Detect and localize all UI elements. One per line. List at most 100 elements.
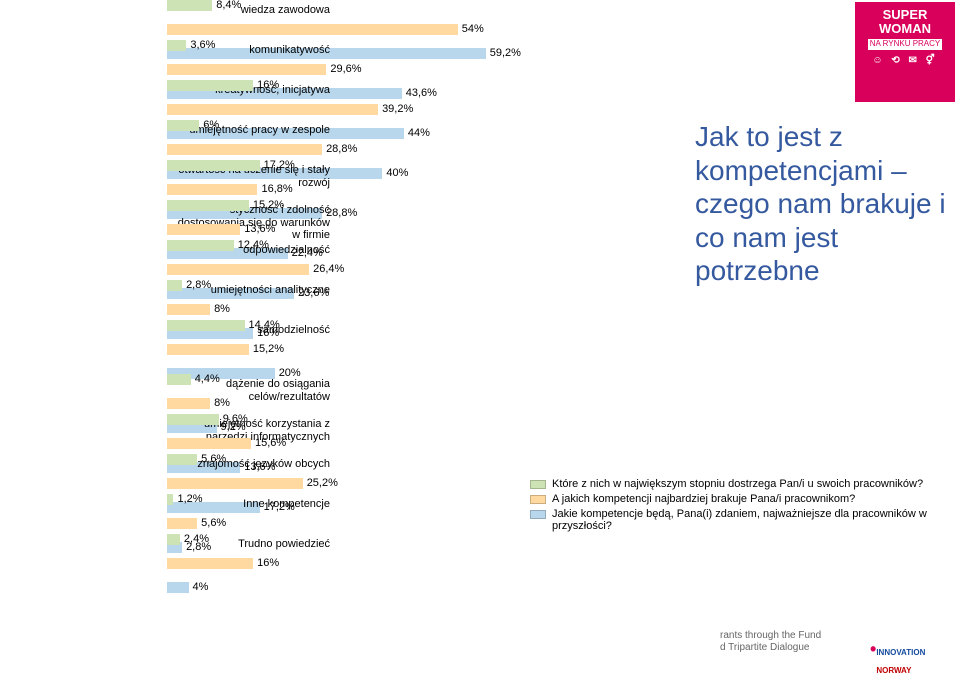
bar-value-label: 15,6% xyxy=(255,437,286,449)
legend-row: A jakich kompetencji najbardziej brakuje… xyxy=(530,493,950,505)
legend-text: Które z nich w największym stopniu dostr… xyxy=(552,478,923,490)
bar xyxy=(167,24,458,35)
bar xyxy=(167,304,210,315)
category-group: dążenie do osiągania celów/rezultatów4,4… xyxy=(167,374,520,410)
bar xyxy=(167,224,240,235)
superwoman-logo: SUPER WOMAN NA RYNKU PRACY ☺ ⟲ ✉ ⚥ xyxy=(855,2,955,102)
bar-row: 28,8% xyxy=(167,144,520,155)
bar-value-label: 8,4% xyxy=(216,0,241,11)
bar-row: 6% xyxy=(167,120,520,131)
category-group: otwartość na uczenie się i stały rozwój1… xyxy=(167,160,520,196)
bar xyxy=(167,344,249,355)
bar-row: 5,6% xyxy=(167,454,520,465)
bar-row: 14,4% xyxy=(167,320,520,331)
bar xyxy=(167,558,253,569)
bar xyxy=(167,64,326,75)
bar-value-label: 1,2% xyxy=(177,493,202,505)
bar xyxy=(167,280,182,291)
bar-value-label: 12,4% xyxy=(238,239,269,251)
bar xyxy=(167,80,253,91)
bar xyxy=(167,120,199,131)
bar-value-label: 29,6% xyxy=(330,63,361,75)
category-group: samodzielność14,4%15,2%20% xyxy=(167,320,520,356)
bar-row: 2,8% xyxy=(167,280,520,291)
category-group: kreatywność, inicjatywa16%39,2%44% xyxy=(167,80,520,116)
category-group: umiejętność pracy w zespole6%28,8%40% xyxy=(167,120,520,156)
bar-value-label: 54% xyxy=(462,23,484,35)
bar-row: 4,4% xyxy=(167,374,520,385)
bar-row: 15,6% xyxy=(167,438,520,449)
bar xyxy=(167,454,197,465)
bar-value-label: 16% xyxy=(257,557,279,569)
bar xyxy=(167,398,210,409)
innovation-norway-logo: •INNOVATION •NORWAY xyxy=(870,640,925,676)
legend-text: Jakie kompetencje będą, Pana(i) zdaniem,… xyxy=(552,508,950,532)
category-group: umiejętności analityczne2,8%8%16% xyxy=(167,280,520,316)
bar-value-label: 17,2% xyxy=(264,159,295,171)
bar xyxy=(167,320,245,331)
bar-row: 26,4% xyxy=(167,264,520,275)
bar-row: 16% xyxy=(167,558,520,569)
category-group: Inne kompetencje1,2%5,6%2,8% xyxy=(167,494,520,530)
bar-value-label: 9,6% xyxy=(223,413,248,425)
bar-row: 8% xyxy=(167,398,520,409)
legend-swatch xyxy=(530,480,546,489)
logo-line1: SUPER xyxy=(859,8,951,22)
bar-row: 16,8% xyxy=(167,184,520,195)
bar-row: 8,4% xyxy=(167,0,520,11)
bar-value-label: 5,6% xyxy=(201,453,226,465)
bar-row: 8% xyxy=(167,304,520,315)
bar-row: 16% xyxy=(167,80,520,91)
bar-value-label: 2,8% xyxy=(186,279,211,291)
bar xyxy=(167,582,189,593)
bar-value-label: 15,2% xyxy=(253,199,284,211)
category-group: komunikatywość3,6%29,6%43,6% xyxy=(167,40,520,76)
bar-row: 3,6% xyxy=(167,40,520,51)
chart-title: Jak to jest z kompetencjami –czego nam b… xyxy=(695,120,955,288)
bar xyxy=(167,240,234,251)
bar-row: 13,6% xyxy=(167,224,520,235)
category-group: Trudno powiedzieć2,4%16%4% xyxy=(167,534,520,570)
bar-value-label: 8% xyxy=(214,303,230,315)
logo-sub: NA RYNKU PRACY xyxy=(868,39,943,49)
bar-value-label: 3,6% xyxy=(190,39,215,51)
bar-row: 17,2% xyxy=(167,160,520,171)
category-group: odpowiedzialność12,4%26,4%23,6% xyxy=(167,240,520,276)
bar xyxy=(167,478,303,489)
bar-value-label: 25,2% xyxy=(307,477,338,489)
bar-row: 15,2% xyxy=(167,200,520,211)
legend-swatch xyxy=(530,495,546,504)
bar xyxy=(167,104,378,115)
bar xyxy=(167,438,251,449)
logo-in-t1: INNOVATION xyxy=(876,648,925,657)
bar-value-label: 14,4% xyxy=(249,319,280,331)
bar-value-label: 8% xyxy=(214,397,230,409)
bar-value-label: 4% xyxy=(193,581,209,593)
category-group: wiedza zawodowa8,4%54%59,2% xyxy=(167,0,520,36)
bar xyxy=(167,374,191,385)
bar xyxy=(167,144,322,155)
bar-value-label: 13,6% xyxy=(244,223,275,235)
bar-row: 39,2% xyxy=(167,104,520,115)
legend-text: A jakich kompetencji najbardziej brakuje… xyxy=(552,493,855,505)
bar xyxy=(167,534,180,545)
chart-legend: Które z nich w największym stopniu dostr… xyxy=(530,478,950,535)
bar-value-label: 39,2% xyxy=(382,103,413,115)
bar-value-label: 26,4% xyxy=(313,263,344,275)
category-group: umiejętność korzystania z narzędzi infor… xyxy=(167,414,520,450)
bar-row: 2,4% xyxy=(167,534,520,545)
legend-row: Jakie kompetencje będą, Pana(i) zdaniem,… xyxy=(530,508,950,532)
bar-row: 4% xyxy=(167,582,520,593)
logo-in-t2: NORWAY xyxy=(876,666,911,675)
bar xyxy=(167,40,186,51)
legend-swatch xyxy=(530,510,546,519)
legend-row: Które z nich w największym stopniu dostr… xyxy=(530,478,950,490)
bar-value-label: 16,8% xyxy=(261,183,292,195)
bar xyxy=(167,160,260,171)
bar xyxy=(167,494,173,505)
bar-row: 54% xyxy=(167,24,520,35)
bar-row: 12,4% xyxy=(167,240,520,251)
bar-value-label: 2,4% xyxy=(184,533,209,545)
bar xyxy=(167,264,309,275)
bar xyxy=(167,414,219,425)
